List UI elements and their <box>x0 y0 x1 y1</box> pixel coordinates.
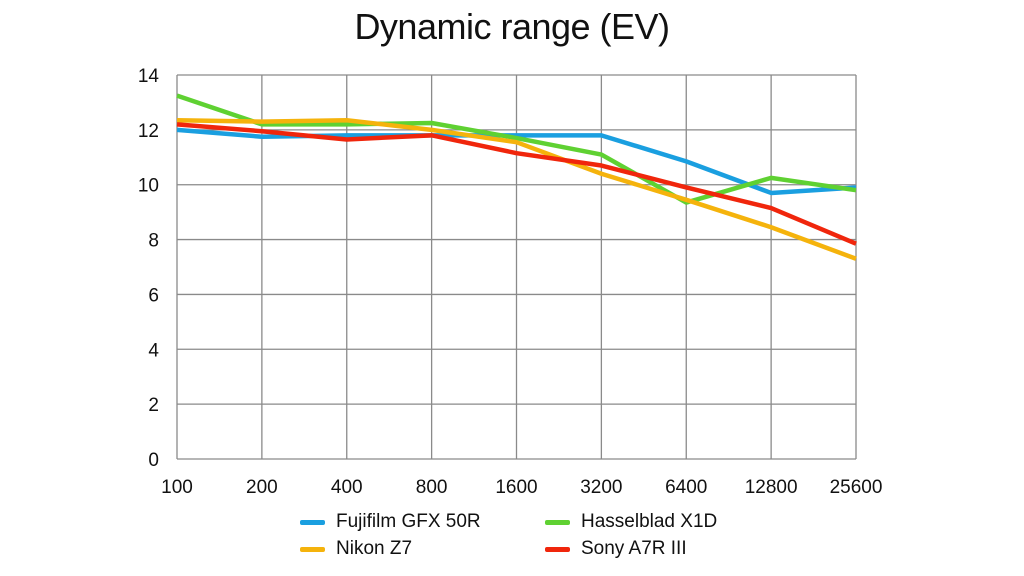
series-line-hasselblad-x1d <box>176 93 857 205</box>
legend-item-nikon-z7: Nikon Z7 <box>300 537 545 561</box>
legend-item-sony-a7r-iii: Sony A7R III <box>545 537 760 561</box>
series-lines <box>176 93 857 261</box>
y-axis-ticks: 0 2 4 6 8 10 12 14 <box>138 66 160 471</box>
x-tick-label: 800 <box>416 477 448 498</box>
legend-label: Hasselblad X1D <box>581 511 718 532</box>
y-tick-label: 6 <box>148 285 159 306</box>
line-chart: 0 2 4 6 8 10 12 14 100 200 400 800 1600 3200 6400 1280… <box>138 66 883 498</box>
chart-title: Dynamic range (EV) <box>354 6 670 47</box>
legend: Fujifilm GFX 50R Hasselblad X1D Nikon Z7… <box>300 510 760 561</box>
y-tick-label: 2 <box>148 395 159 416</box>
legend-label: Sony A7R III <box>581 538 687 559</box>
x-tick-label: 3200 <box>580 477 622 498</box>
x-axis-ticks: 100 200 400 800 1600 3200 6400 12800 25600 <box>161 477 882 498</box>
legend-swatch <box>300 546 325 552</box>
legend-item-hasselblad-x1d: Hasselblad X1D <box>545 510 760 534</box>
legend-swatch <box>545 519 570 525</box>
y-tick-label: 8 <box>148 231 159 252</box>
x-tick-label: 200 <box>246 477 278 498</box>
y-tick-label: 14 <box>138 66 160 87</box>
legend-swatch <box>545 546 570 552</box>
y-tick-label: 4 <box>148 340 159 361</box>
series-line-sony-a7r-iii <box>176 122 857 246</box>
x-tick-label: 6400 <box>665 477 707 498</box>
y-tick-label: 10 <box>138 176 159 197</box>
series-line-fujifilm-gfx-50r <box>176 127 857 196</box>
x-tick-label: 400 <box>331 477 363 498</box>
legend-label: Nikon Z7 <box>336 538 413 559</box>
x-tick-label: 25600 <box>830 477 883 498</box>
x-tick-label: 1600 <box>495 477 537 498</box>
legend-item-fujifilm-gfx-50r: Fujifilm GFX 50R <box>300 510 545 534</box>
legend-label: Fujifilm GFX 50R <box>336 511 481 532</box>
grid <box>176 74 857 460</box>
y-tick-label: 0 <box>148 450 159 471</box>
legend-swatch <box>300 519 325 525</box>
x-tick-label: 12800 <box>745 477 798 498</box>
x-tick-label: 100 <box>161 477 193 498</box>
series-line-nikon-z7 <box>176 118 857 261</box>
y-tick-label: 12 <box>138 121 159 142</box>
